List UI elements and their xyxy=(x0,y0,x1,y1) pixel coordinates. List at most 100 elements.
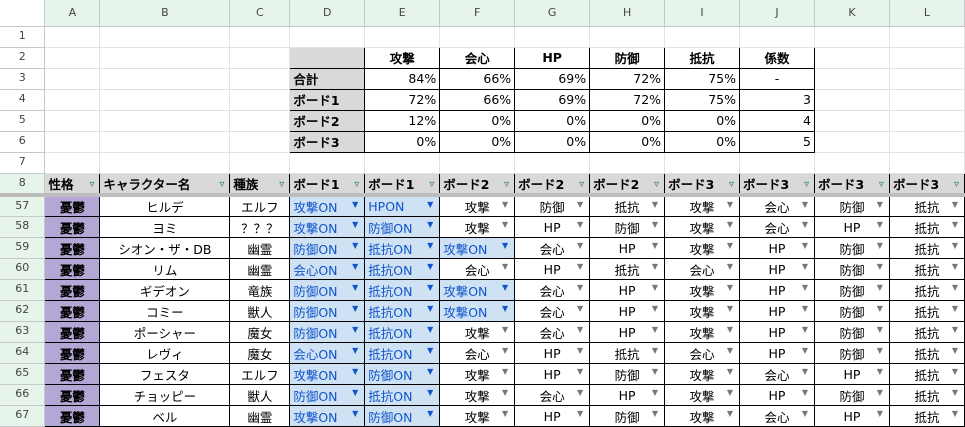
dropdown-arrow-icon[interactable]: ▼ xyxy=(427,346,434,355)
cell[interactable] xyxy=(439,26,516,48)
board-dropdown-cell[interactable]: HP ▼ xyxy=(739,258,815,280)
dropdown-arrow-icon[interactable]: ▼ xyxy=(352,200,359,209)
table-header-cell[interactable]: ボード1 ▿ xyxy=(364,172,441,196)
summary-value[interactable]: 75% xyxy=(664,67,741,90)
dropdown-arrow-icon[interactable]: ▼ xyxy=(951,367,958,376)
cell[interactable] xyxy=(364,152,441,174)
summary-value[interactable]: 0% xyxy=(364,130,441,153)
cell[interactable] xyxy=(229,26,291,48)
board-dropdown-cell[interactable]: 防御ON ▼ xyxy=(289,237,366,259)
board-dropdown-cell[interactable]: 会心 ▼ xyxy=(514,237,591,259)
cell[interactable] xyxy=(889,68,965,90)
board-dropdown-cell[interactable]: 攻撃ON ▼ xyxy=(439,237,516,259)
cell[interactable] xyxy=(99,89,231,111)
board-dropdown-cell[interactable]: 攻撃 ▼ xyxy=(664,300,741,322)
cell[interactable] xyxy=(889,152,965,174)
board-dropdown-cell[interactable]: 防御 ▼ xyxy=(813,237,890,259)
personality-cell[interactable]: 憂鬱 xyxy=(44,384,101,406)
select-all-corner[interactable] xyxy=(0,0,46,27)
cell[interactable] xyxy=(814,68,890,90)
dropdown-arrow-icon[interactable]: ▼ xyxy=(801,262,808,271)
dropdown-arrow-icon[interactable]: ▼ xyxy=(352,262,359,271)
board-dropdown-cell[interactable]: 防御ON ▼ xyxy=(289,384,366,406)
board-dropdown-cell[interactable]: 抵抗ON ▼ xyxy=(364,279,441,301)
summary-header[interactable]: 抵抗 xyxy=(664,46,741,69)
dropdown-arrow-icon[interactable]: ▼ xyxy=(726,220,734,229)
board-dropdown-cell[interactable]: HP ▼ xyxy=(813,216,890,238)
race-cell[interactable]: 幽霊 xyxy=(229,405,291,427)
dropdown-arrow-icon[interactable]: ▼ xyxy=(502,241,509,250)
cell[interactable] xyxy=(99,26,231,48)
board-dropdown-cell[interactable]: 攻撃 ▼ xyxy=(664,363,741,385)
dropdown-arrow-icon[interactable]: ▼ xyxy=(951,409,958,418)
dropdown-arrow-icon[interactable]: ▼ xyxy=(726,241,734,250)
cell[interactable] xyxy=(889,131,965,153)
dropdown-arrow-icon[interactable]: ▼ xyxy=(651,200,659,209)
board-dropdown-cell[interactable]: HP ▼ xyxy=(589,279,666,301)
board-dropdown-cell[interactable]: HPON ▼ xyxy=(364,194,441,217)
cell[interactable] xyxy=(814,152,890,174)
column-header-A[interactable]: A xyxy=(44,0,101,27)
column-header-B[interactable]: B xyxy=(99,0,231,27)
dropdown-arrow-icon[interactable]: ▼ xyxy=(502,325,509,334)
dropdown-arrow-icon[interactable]: ▼ xyxy=(876,325,883,334)
board-dropdown-cell[interactable]: 攻撃 ▼ xyxy=(439,405,516,427)
board-dropdown-cell[interactable]: 抵抗 ▼ xyxy=(589,194,666,217)
board-dropdown-cell[interactable]: 防御 ▼ xyxy=(813,194,890,217)
cell[interactable] xyxy=(229,131,291,153)
dropdown-arrow-icon[interactable]: ▼ xyxy=(951,220,958,229)
board-dropdown-cell[interactable]: 会心 ▼ xyxy=(664,258,741,280)
dropdown-arrow-icon[interactable]: ▼ xyxy=(352,388,359,397)
board-dropdown-cell[interactable]: 抵抗 ▼ xyxy=(888,363,965,385)
character-name-cell[interactable]: ベル xyxy=(99,405,231,427)
filter-icon[interactable]: ▿ xyxy=(429,178,435,190)
dropdown-arrow-icon[interactable]: ▼ xyxy=(951,283,958,292)
summary-header[interactable]: 係数 xyxy=(739,46,815,69)
board-dropdown-cell[interactable]: HP ▼ xyxy=(739,321,815,343)
summary-value[interactable]: 0% xyxy=(664,130,741,153)
summary-value[interactable]: 72% xyxy=(364,88,441,111)
board-dropdown-cell[interactable]: 抵抗ON ▼ xyxy=(364,342,441,364)
summary-value[interactable]: 0% xyxy=(439,109,516,132)
board-dropdown-cell[interactable]: HP ▼ xyxy=(739,384,815,406)
dropdown-arrow-icon[interactable]: ▼ xyxy=(876,409,883,418)
cell[interactable] xyxy=(889,89,965,111)
board-dropdown-cell[interactable]: HP ▼ xyxy=(514,363,591,385)
dropdown-arrow-icon[interactable]: ▼ xyxy=(352,346,359,355)
dropdown-arrow-icon[interactable]: ▼ xyxy=(801,388,808,397)
dropdown-arrow-icon[interactable]: ▼ xyxy=(951,346,958,355)
board-dropdown-cell[interactable]: HP ▼ xyxy=(514,405,591,427)
summary-value[interactable]: 72% xyxy=(589,88,666,111)
board-dropdown-cell[interactable]: HP ▼ xyxy=(739,300,815,322)
cell[interactable] xyxy=(44,26,101,48)
dropdown-arrow-icon[interactable]: ▼ xyxy=(801,346,808,355)
summary-value[interactable]: 66% xyxy=(439,88,516,111)
dropdown-arrow-icon[interactable]: ▼ xyxy=(502,367,509,376)
board-dropdown-cell[interactable]: HP ▼ xyxy=(514,216,591,238)
summary-value[interactable]: 75% xyxy=(664,88,741,111)
column-header-E[interactable]: E xyxy=(364,0,441,27)
dropdown-arrow-icon[interactable]: ▼ xyxy=(876,200,883,209)
column-header-J[interactable]: J xyxy=(739,0,815,27)
dropdown-arrow-icon[interactable]: ▼ xyxy=(651,409,659,418)
row-header[interactable]: 3 xyxy=(0,68,46,90)
board-dropdown-cell[interactable]: 会心 ▼ xyxy=(514,300,591,322)
filter-icon[interactable]: ▿ xyxy=(354,178,360,190)
dropdown-arrow-icon[interactable]: ▼ xyxy=(576,346,584,355)
board-dropdown-cell[interactable]: 抵抗 ▼ xyxy=(888,237,965,259)
board-dropdown-cell[interactable]: 抵抗 ▼ xyxy=(888,342,965,364)
row-header[interactable]: 4 xyxy=(0,89,46,111)
board-dropdown-cell[interactable]: 防御 ▼ xyxy=(514,194,591,217)
table-header-cell[interactable]: ボード2 ▿ xyxy=(439,172,516,196)
row-header[interactable]: 6 xyxy=(0,131,46,153)
dropdown-arrow-icon[interactable]: ▼ xyxy=(427,220,434,229)
dropdown-arrow-icon[interactable]: ▼ xyxy=(502,200,509,209)
dropdown-arrow-icon[interactable]: ▼ xyxy=(801,283,808,292)
dropdown-arrow-icon[interactable]: ▼ xyxy=(651,388,659,397)
dropdown-arrow-icon[interactable]: ▼ xyxy=(576,388,584,397)
cell[interactable] xyxy=(99,110,231,132)
cell[interactable] xyxy=(229,68,291,90)
dropdown-arrow-icon[interactable]: ▼ xyxy=(726,325,734,334)
column-header-G[interactable]: G xyxy=(514,0,591,27)
cell[interactable] xyxy=(814,89,890,111)
